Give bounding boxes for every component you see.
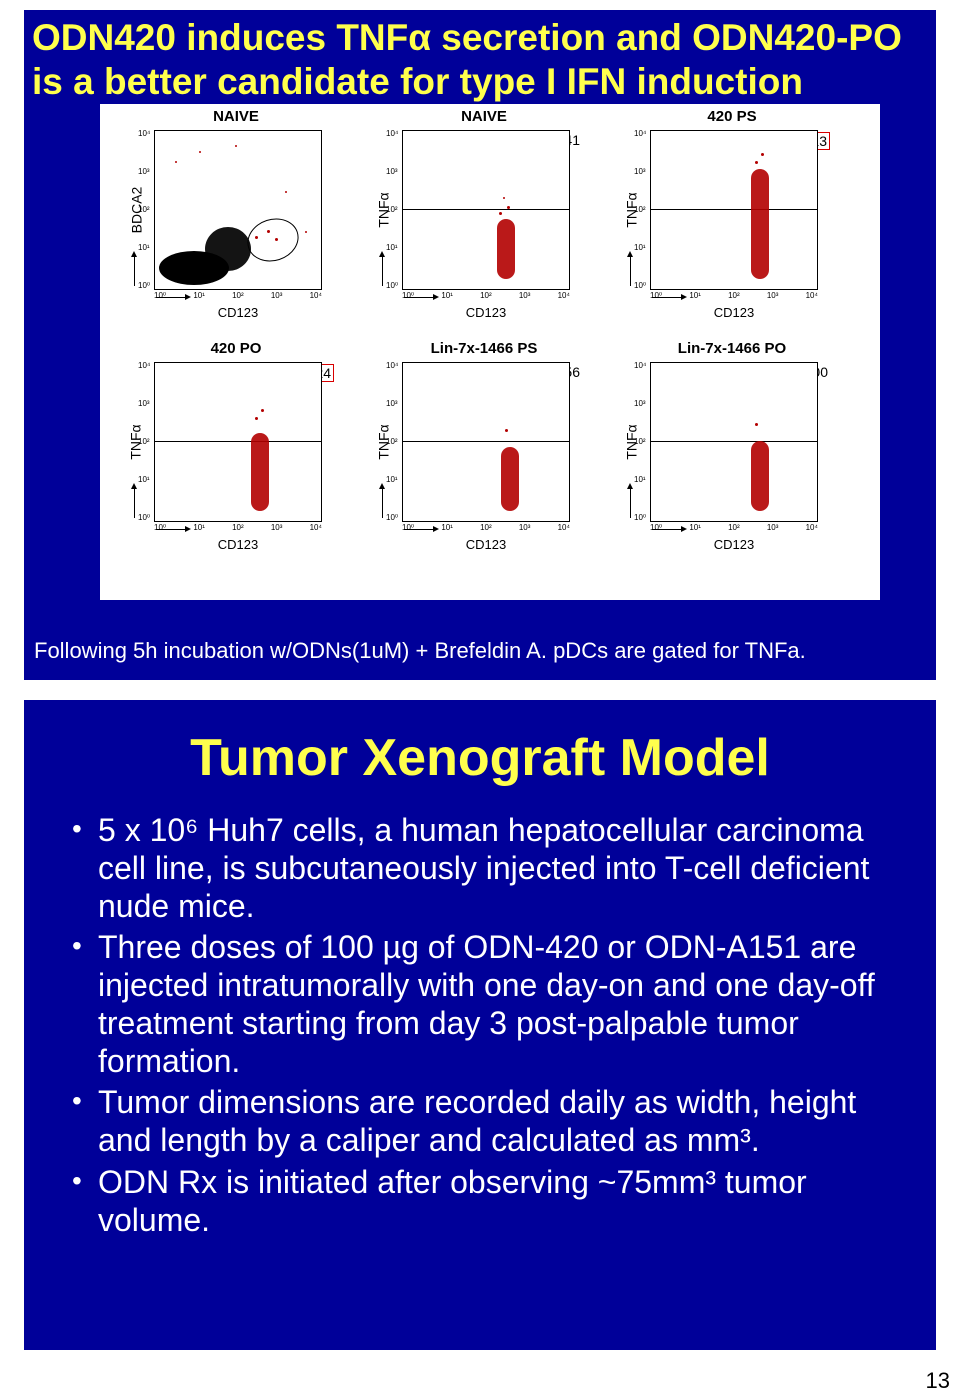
fc-panel-label: NAIVE (124, 108, 348, 125)
fc-row-bottom: 420 PO 9.24 TNFα 10⁰10¹10²10³10⁴ 10⁰10¹1… (104, 340, 876, 554)
fc-xticks: 10⁰10¹10²10³10⁴ (154, 292, 322, 300)
fc-plot-area (154, 362, 322, 522)
fc-xlabel: CD123 (154, 537, 322, 552)
fc-panel-naive-bdca2: NAIVE BDCA2 10⁰10¹10²10³10⁴ (124, 108, 348, 322)
fc-xlabel: CD123 (402, 537, 570, 552)
bullet-list: 5 x 10⁶ Huh7 cells, a human hepatocellul… (66, 812, 902, 1239)
fc-plot-area (650, 130, 818, 290)
fc-xticks: 10⁰10¹10²10³10⁴ (650, 524, 818, 532)
slide-1: ODN420 induces TNFα secretion and ODN420… (24, 10, 936, 680)
fc-panel-naive-tnfa: NAIVE 1.41 TNFα 10⁰10¹10²10³10⁴ 10⁰10¹10… (372, 108, 596, 322)
slide1-title: ODN420 induces TNFα secretion and ODN420… (24, 10, 936, 105)
fc-panel-lin7x1466po: Lin-7x-1466 PO 5.00 TNFα 10⁰10¹10²10³10⁴… (620, 340, 844, 554)
fc-xticks: 10⁰10¹10²10³10⁴ (650, 292, 818, 300)
fc-panel-grid: NAIVE BDCA2 10⁰10¹10²10³10⁴ (104, 108, 876, 598)
slide-2: Tumor Xenograft Model 5 x 10⁶ Huh7 cells… (24, 700, 936, 1350)
fc-xticks: 10⁰10¹10²10³10⁴ (154, 524, 322, 532)
fc-plot-area (650, 362, 818, 522)
slide2-body: 5 x 10⁶ Huh7 cells, a human hepatocellul… (66, 812, 902, 1243)
fc-xticks: 10⁰10¹10²10³10⁴ (402, 524, 570, 532)
fc-panel-label: 420 PO (124, 340, 348, 357)
fc-panel-420po: 420 PO 9.24 TNFα 10⁰10¹10²10³10⁴ 10⁰10¹1… (124, 340, 348, 554)
fc-yticks: 10⁰10¹10²10³10⁴ (138, 130, 152, 290)
fc-yticks: 10⁰10¹10²10³10⁴ (386, 130, 400, 290)
fc-row-top: NAIVE BDCA2 10⁰10¹10²10³10⁴ (104, 108, 876, 322)
fc-yticks: 10⁰10¹10²10³10⁴ (138, 362, 152, 522)
flow-cytometry-figure: NAIVE BDCA2 10⁰10¹10²10³10⁴ (100, 104, 880, 600)
fc-xlabel: CD123 (154, 305, 322, 320)
fc-plot-area (402, 362, 570, 522)
fc-xlabel: CD123 (402, 305, 570, 320)
fc-xlabel: CD123 (650, 537, 818, 552)
fc-plot-area (154, 130, 322, 290)
fc-yticks: 10⁰10¹10²10³10⁴ (634, 130, 648, 290)
fc-xlabel: CD123 (650, 305, 818, 320)
fc-panel-lin7x1466ps: Lin-7x-1466 PS 3.56 TNFα 10⁰10¹10²10³10⁴… (372, 340, 596, 554)
fc-yticks: 10⁰10¹10²10³10⁴ (386, 362, 400, 522)
bullet-item: Three doses of 100 µg of ODN-420 or ODN-… (66, 929, 902, 1080)
bullet-item: Tumor dimensions are recorded daily as w… (66, 1084, 902, 1160)
fc-panel-label: 420 PS (620, 108, 844, 125)
slide2-title: Tumor Xenograft Model (24, 728, 936, 788)
bullet-item: 5 x 10⁶ Huh7 cells, a human hepatocellul… (66, 812, 902, 925)
fc-yticks: 10⁰10¹10²10³10⁴ (634, 362, 648, 522)
fc-plot-area (402, 130, 570, 290)
fc-xticks: 10⁰10¹10²10³10⁴ (402, 292, 570, 300)
slide1-caption: Following 5h incubation w/ODNs(1uM) + Br… (34, 638, 806, 664)
page-number: 13 (926, 1368, 950, 1394)
bullet-item: ODN Rx is initiated after observing ~75m… (66, 1164, 902, 1240)
fc-panel-label: Lin-7x-1466 PO (620, 340, 844, 357)
fc-panel-420ps: 420 PS 25.13 TNFα 10⁰10¹10²10³10⁴ 10⁰10¹… (620, 108, 844, 322)
fc-panel-label: Lin-7x-1466 PS (372, 340, 596, 357)
fc-panel-label: NAIVE (372, 108, 596, 125)
